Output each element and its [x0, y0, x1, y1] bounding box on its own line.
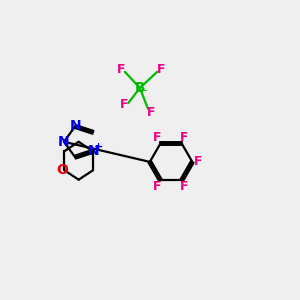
Text: F: F: [120, 98, 128, 111]
Text: F: F: [180, 180, 189, 193]
Text: F: F: [157, 63, 166, 76]
Text: F: F: [153, 180, 162, 193]
Text: +: +: [94, 142, 103, 152]
Text: N: N: [58, 135, 70, 149]
Text: N: N: [69, 119, 81, 134]
Text: −: −: [140, 86, 148, 96]
Text: F: F: [116, 63, 125, 76]
Text: F: F: [153, 131, 162, 144]
Text: F: F: [194, 155, 203, 168]
Text: O: O: [56, 163, 68, 177]
Text: B: B: [135, 81, 145, 95]
Text: N: N: [87, 144, 99, 158]
Text: F: F: [146, 106, 155, 119]
Text: F: F: [180, 131, 189, 144]
